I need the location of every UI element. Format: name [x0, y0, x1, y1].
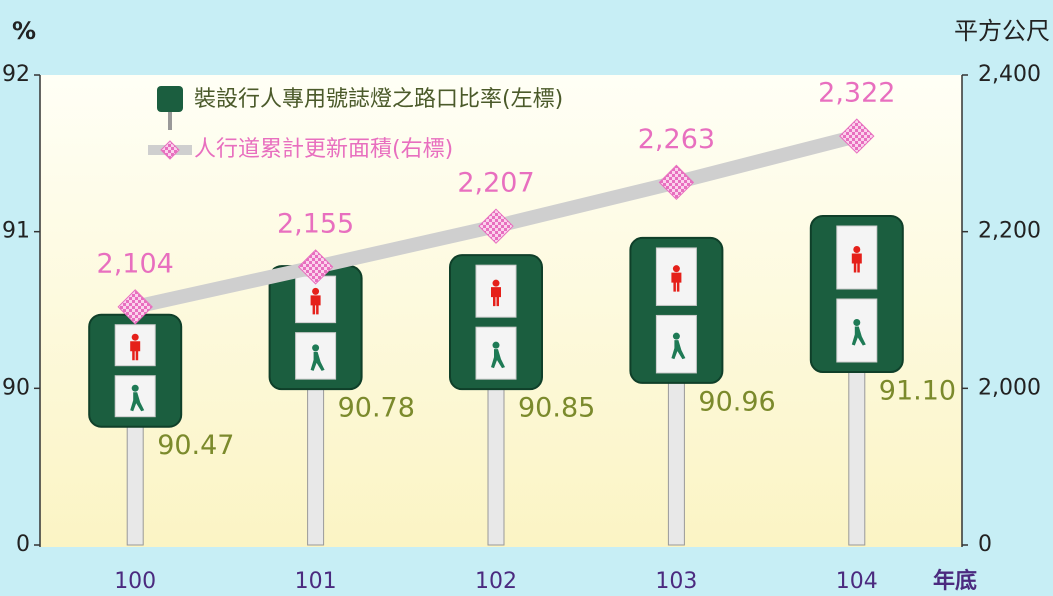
pole — [488, 385, 504, 545]
y-tick-label: 91 — [2, 219, 30, 244]
value-label: 2,322 — [818, 78, 895, 109]
x-tick-label: 104 — [836, 569, 878, 594]
x-tick-label: 103 — [655, 569, 697, 594]
icon-head — [493, 342, 500, 349]
value-label: 90.96 — [698, 386, 775, 417]
y-tick-label: 92 — [2, 62, 30, 87]
y2-tick-label: 2,400 — [978, 62, 1041, 87]
y2-tick-label: 2,000 — [978, 375, 1041, 400]
pole — [849, 368, 865, 545]
y-tick-label: 90 — [2, 375, 30, 400]
value-label: 91.10 — [879, 376, 956, 407]
legend-swatch — [157, 86, 183, 112]
icon-head — [312, 288, 319, 295]
pole — [308, 385, 324, 545]
icon-head — [673, 265, 680, 272]
x-tick-label: 100 — [114, 569, 156, 594]
y2-tick-label: 2,200 — [978, 219, 1041, 244]
icon-head — [493, 280, 500, 287]
icon-head — [312, 344, 319, 351]
value-label: 2,207 — [457, 168, 534, 199]
value-label: 90.47 — [157, 430, 234, 461]
value-label: 90.78 — [338, 393, 415, 424]
value-label: 90.85 — [518, 393, 595, 424]
x-unit: 年底 — [933, 568, 977, 594]
icon-head — [853, 319, 860, 326]
chart: % 平方公尺 年底 0 90 91 92 0 2,000 2,200 2,400 100 101 1… — [0, 0, 1053, 596]
icon-head — [673, 333, 680, 340]
y2-unit: 平方公尺 — [954, 17, 1050, 45]
x-tick-label: 101 — [295, 569, 337, 594]
legend-label: 裝設行人專用號誌燈之路口比率(左標) — [194, 87, 563, 112]
value-label: 2,263 — [638, 124, 715, 155]
icon-head — [853, 246, 860, 253]
y-unit: % — [12, 17, 36, 45]
y2-tick-label: 0 — [978, 532, 992, 557]
icon-head — [132, 385, 139, 392]
icon-head — [132, 334, 139, 341]
pole — [127, 423, 143, 545]
pole — [668, 379, 684, 545]
value-label: 2,155 — [277, 208, 354, 239]
x-tick-label: 102 — [475, 569, 517, 594]
legend-label: 人行道累計更新面積(右標) — [194, 137, 453, 162]
y-tick-label: 0 — [16, 532, 30, 557]
value-label: 2,104 — [97, 248, 174, 279]
